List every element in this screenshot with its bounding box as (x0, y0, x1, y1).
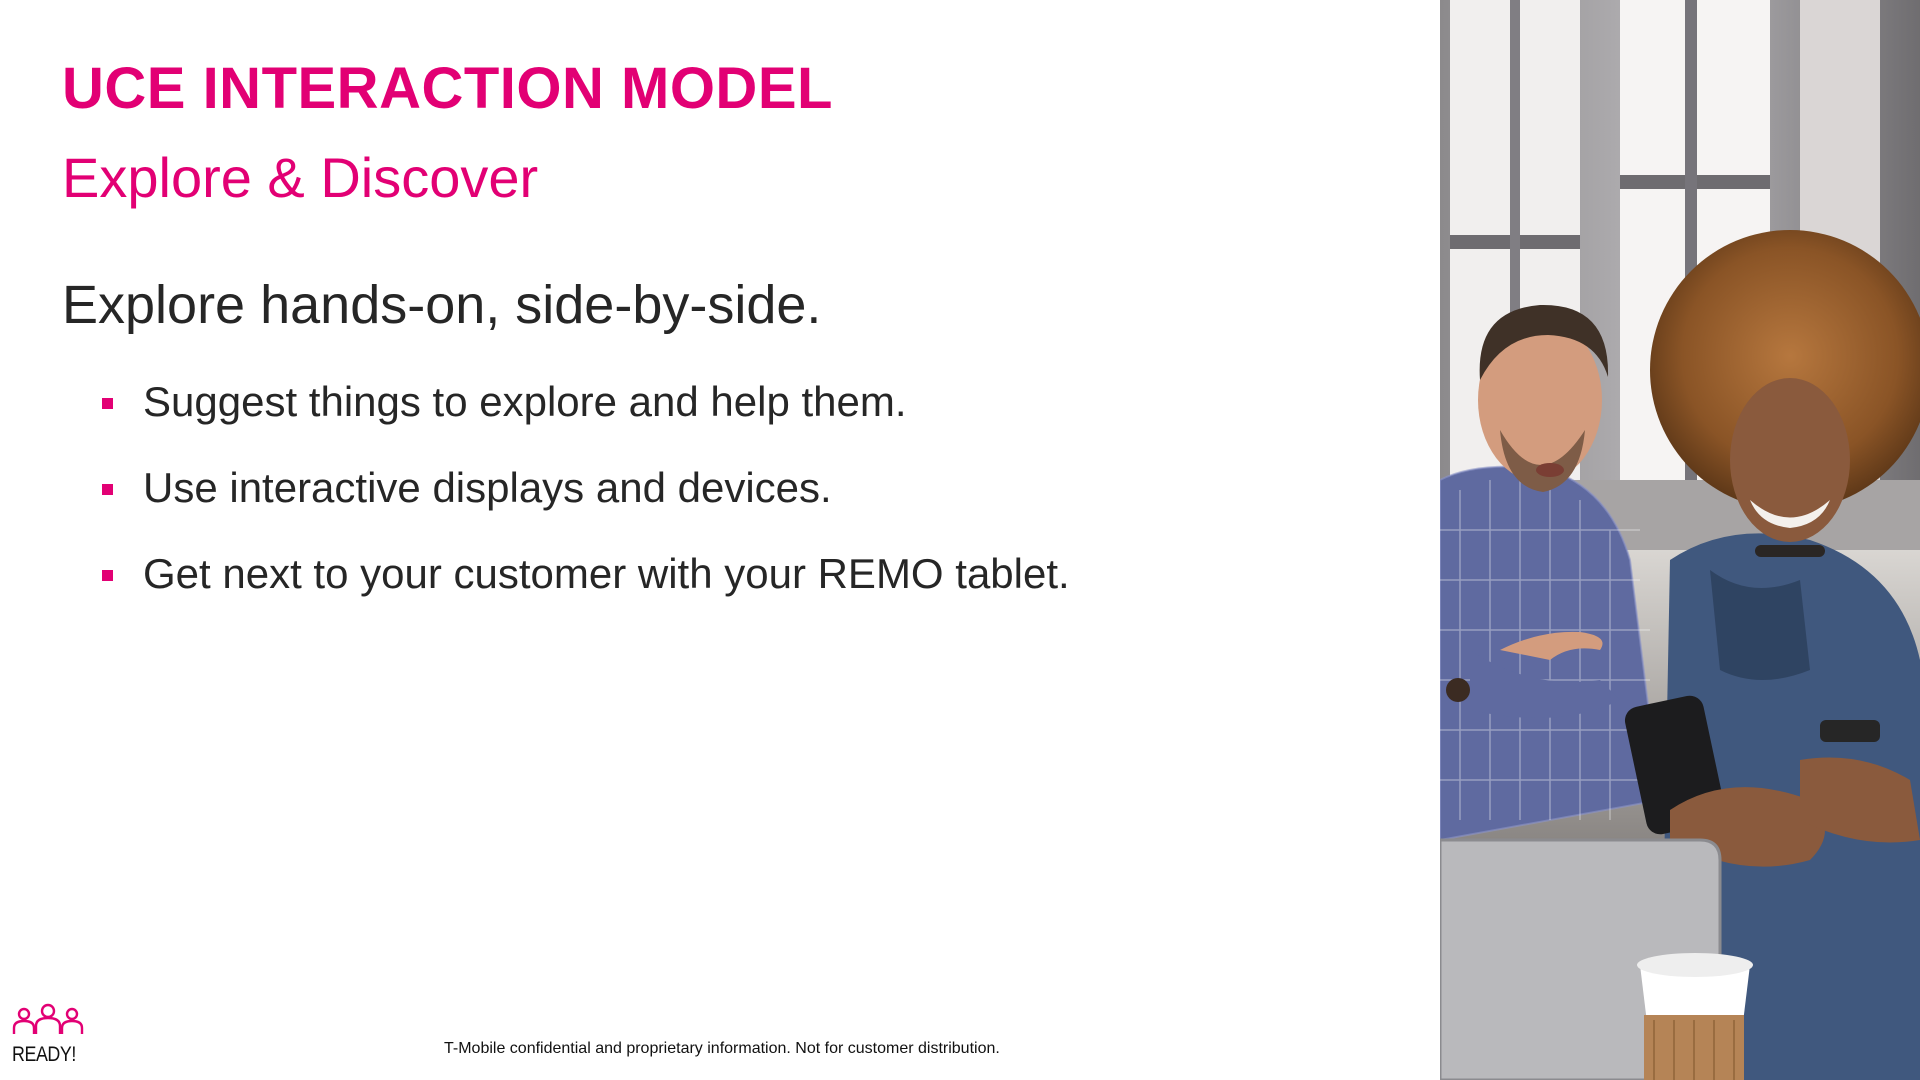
square-bullet-icon (102, 570, 113, 581)
logo-text: READY! (12, 1043, 76, 1066)
confidentiality-footer: T-Mobile confidential and proprietary in… (444, 1040, 1000, 1057)
bullet-text: Get next to your customer with your REMO… (143, 550, 1070, 597)
bullet-text: Use interactive displays and devices. (143, 464, 832, 511)
people-photo (1440, 0, 1920, 1080)
square-bullet-icon (102, 398, 113, 409)
lead-statement: Explore hands-on, side-by-side. (62, 275, 822, 335)
square-bullet-icon (102, 484, 113, 495)
photo-illustration (1440, 0, 1920, 1080)
slide-subtitle: Explore & Discover (62, 146, 539, 209)
ready-logo: READY! (10, 1000, 86, 1070)
people-group-icon (12, 1003, 84, 1034)
slide-title: UCE INTERACTION MODEL (62, 56, 833, 121)
bullet-text: Suggest things to explore and help them. (143, 378, 907, 425)
